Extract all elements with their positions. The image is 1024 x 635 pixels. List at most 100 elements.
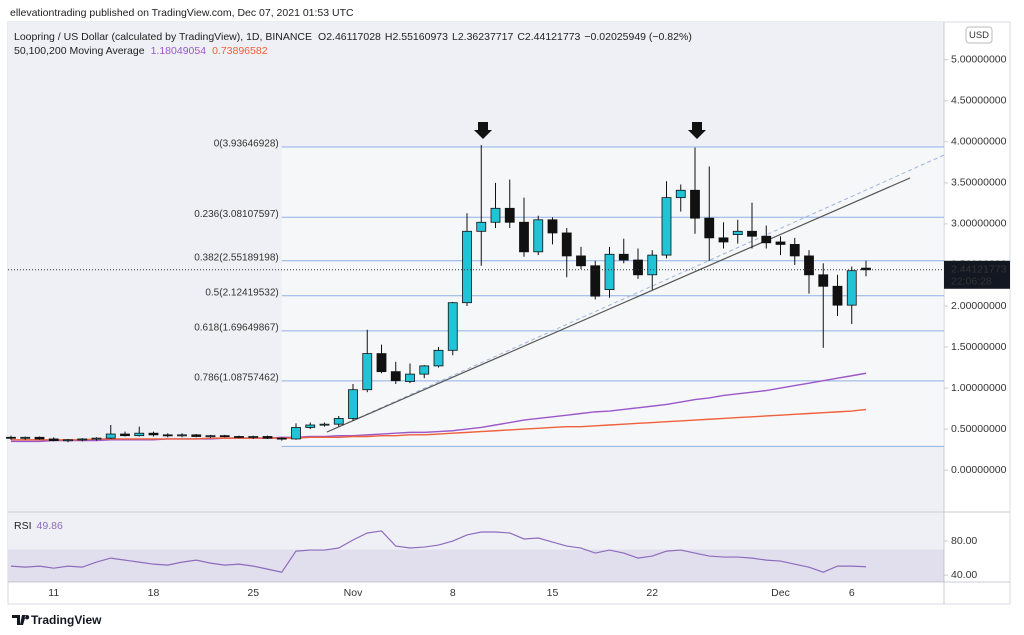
candle-body bbox=[789, 244, 800, 257]
candle-body bbox=[533, 219, 544, 253]
candle-body bbox=[77, 438, 88, 441]
candle-body bbox=[490, 207, 501, 223]
candle-body bbox=[319, 423, 330, 426]
rsi-tick-label: 40.00 bbox=[951, 569, 977, 581]
candle-body bbox=[832, 285, 843, 306]
ohlc-prefix: L bbox=[452, 31, 458, 43]
candles bbox=[6, 145, 871, 443]
candle-body bbox=[846, 270, 857, 306]
rsi-value: 49.86 bbox=[37, 520, 63, 532]
candle-body bbox=[219, 435, 230, 438]
x-tick-label: 22 bbox=[646, 587, 658, 599]
candle-body bbox=[276, 437, 287, 440]
candle-body bbox=[48, 438, 59, 441]
candle-body bbox=[419, 365, 430, 375]
candle-body bbox=[775, 241, 786, 245]
change: −0.02025949 (−0.82%) bbox=[584, 31, 691, 43]
candle-body bbox=[291, 427, 301, 440]
y-tick-label: 1.50000000 bbox=[951, 341, 1007, 353]
ma-legend: 50,100,200 Moving Average 1.18049054 0.738… bbox=[14, 45, 268, 57]
arrow-annotation bbox=[474, 122, 492, 139]
fib-label: 0.236(3.08107597) bbox=[194, 209, 279, 220]
candle-body bbox=[604, 253, 615, 290]
y-tick-label: 0.00000000 bbox=[951, 464, 1007, 476]
fib-label: 0.618(1.69649867) bbox=[194, 323, 279, 334]
candle-body bbox=[718, 237, 729, 243]
x-tick-label: 11 bbox=[48, 587, 59, 599]
candle-body bbox=[504, 207, 515, 223]
candle-body bbox=[105, 433, 116, 439]
candle-body bbox=[20, 436, 31, 439]
candle-body bbox=[120, 433, 130, 437]
x-tick-label: 18 bbox=[148, 587, 160, 599]
candle-body bbox=[447, 302, 458, 351]
brand: TradingView bbox=[31, 613, 102, 627]
trend-line-dashed bbox=[326, 154, 945, 433]
rsi-legend: RSI 49.86 bbox=[14, 520, 63, 532]
candle-body bbox=[618, 253, 629, 261]
fib-zone bbox=[281, 147, 944, 447]
moving-average-line bbox=[11, 408, 867, 441]
symbol-title: Loopring / US Dollar (calculated by Trad… bbox=[14, 31, 312, 43]
candle-body bbox=[191, 434, 202, 437]
candle-body bbox=[519, 221, 529, 253]
x-tick-label: 8 bbox=[450, 587, 456, 599]
candle-body bbox=[661, 197, 672, 256]
x-tick-label: Nov bbox=[344, 587, 363, 599]
last-price-box bbox=[944, 260, 1010, 289]
trend-line bbox=[326, 177, 911, 433]
candle-body bbox=[91, 437, 102, 440]
candle-body bbox=[177, 434, 187, 437]
fib-layer: 0(3.93646928) 0.236(3.08107597) 0.382(2.55… bbox=[194, 139, 944, 447]
candle-body bbox=[134, 432, 145, 437]
ohlc-value: 2.46117028 bbox=[326, 31, 381, 43]
candle-body bbox=[34, 436, 45, 440]
rsi-line bbox=[10, 530, 867, 573]
y-tick-label: 3.50000000 bbox=[951, 177, 1007, 189]
rsi-band bbox=[8, 549, 944, 582]
candle-body bbox=[433, 349, 444, 367]
candle-body bbox=[6, 436, 16, 439]
candle-body bbox=[818, 274, 829, 287]
axes: 0.00000000 0.50000000 1.00000000 1.50000000… bbox=[8, 54, 1010, 599]
currency[interactable]: USD bbox=[969, 30, 989, 41]
currency-box[interactable] bbox=[965, 26, 993, 44]
candle-body bbox=[333, 418, 344, 425]
candle-body bbox=[804, 255, 814, 276]
last-price-label: 2.44121773 bbox=[951, 264, 1007, 276]
pane-background bbox=[8, 22, 944, 582]
legend-line: Loopring / US Dollar (calculated by Trad… bbox=[14, 31, 692, 43]
candle-body bbox=[576, 255, 586, 267]
candle-body bbox=[732, 230, 743, 235]
candle-body bbox=[747, 230, 757, 237]
x-tick-label: 6 bbox=[849, 587, 855, 599]
ma-value: 1.18049054 bbox=[151, 45, 207, 57]
candle-body bbox=[690, 189, 700, 219]
candle-body bbox=[305, 424, 316, 428]
ma-layer bbox=[11, 372, 867, 443]
ma-value: 0.73896582 bbox=[212, 45, 268, 57]
ohlc-value: 2.55160973 bbox=[393, 31, 449, 43]
candle-body bbox=[362, 353, 373, 391]
y-tick-label: 1.00000000 bbox=[951, 382, 1007, 394]
candle-body bbox=[675, 189, 686, 199]
candle-body bbox=[547, 219, 558, 234]
candle-body bbox=[390, 371, 401, 382]
rsi-tick-label: 80.00 bbox=[951, 535, 977, 547]
candle-body bbox=[348, 389, 358, 419]
brand-icon bbox=[12, 615, 30, 625]
y-tick-label: 5.00000000 bbox=[951, 54, 1007, 66]
candle-body bbox=[590, 265, 601, 297]
candle-body bbox=[761, 235, 772, 244]
ohlc-value: 2.44121773 bbox=[525, 31, 581, 43]
candle-body bbox=[633, 259, 643, 276]
x-tick-label: 15 bbox=[547, 587, 559, 599]
brand-logo: TradingView bbox=[12, 613, 102, 627]
candle-body bbox=[148, 432, 159, 436]
candle-body bbox=[476, 221, 487, 232]
y-tick-label: 0.50000000 bbox=[951, 423, 1007, 435]
candle-body bbox=[462, 230, 472, 304]
moving-average-line bbox=[11, 372, 867, 443]
y-tick-label: 3.00000000 bbox=[951, 218, 1007, 230]
